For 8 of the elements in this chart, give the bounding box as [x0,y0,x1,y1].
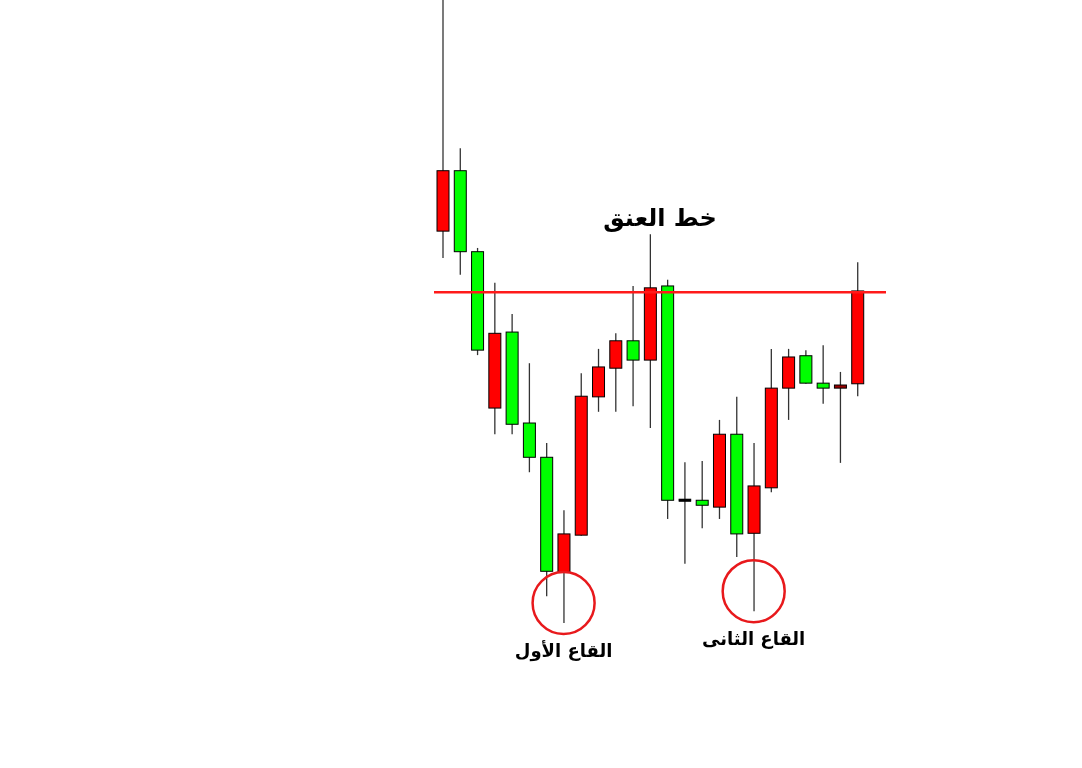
candlestick [816,344,830,405]
annotation: القاع الثانى [702,628,806,650]
candlestick [695,460,709,529]
candlestick [626,285,640,407]
ref-line-label: خط العنق [603,204,717,233]
annotation: القاع الأول [514,640,613,662]
candlestick [678,461,692,565]
candlestick [833,371,847,464]
